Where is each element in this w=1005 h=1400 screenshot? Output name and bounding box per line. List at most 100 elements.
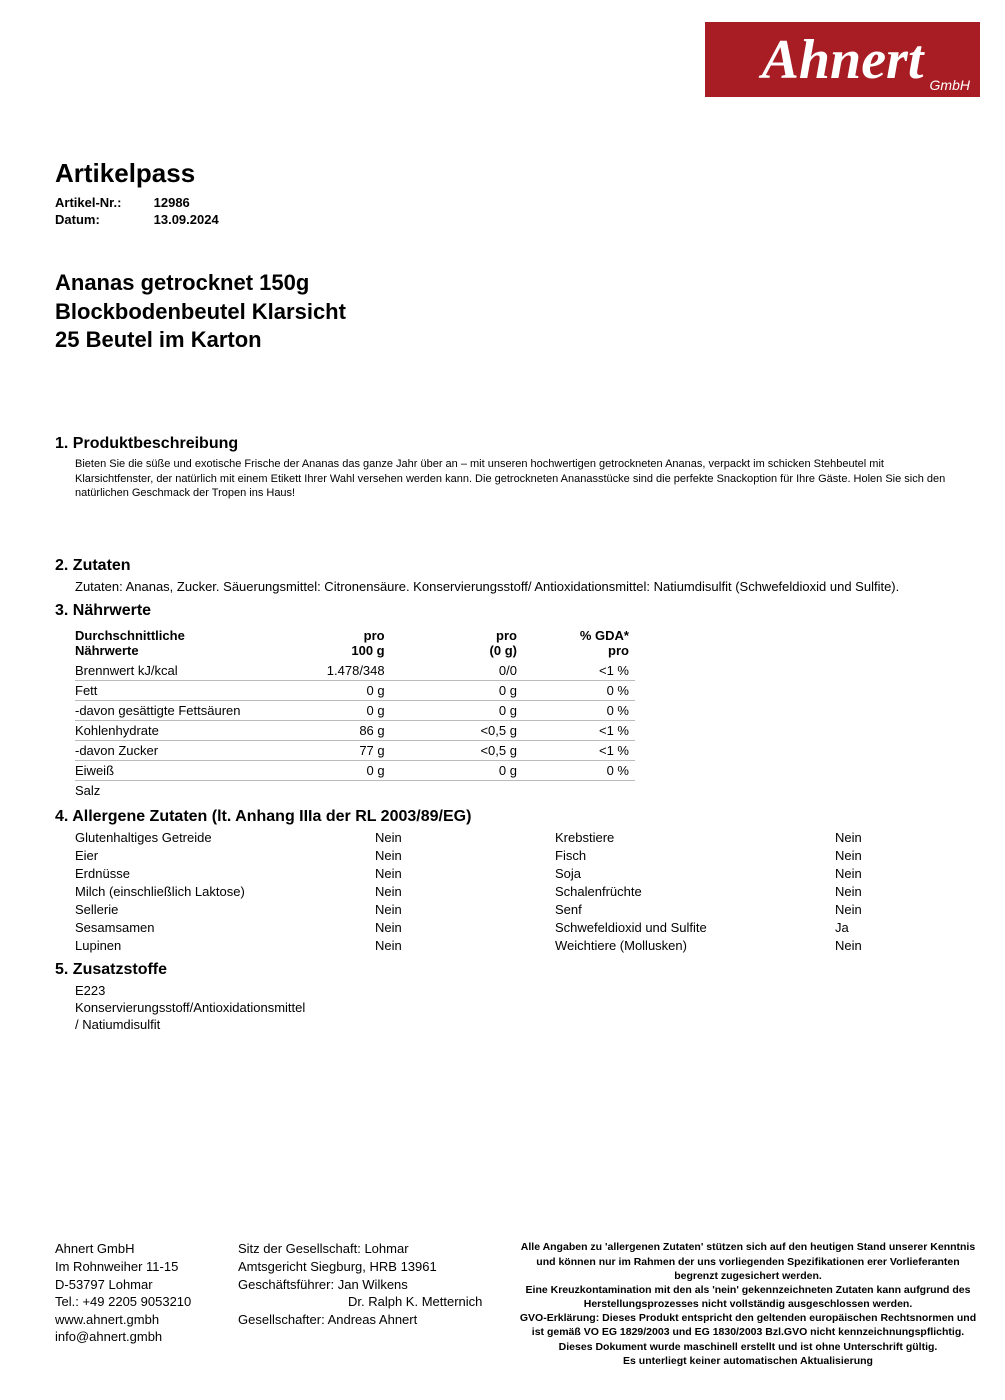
allergen-name-right: Soja bbox=[555, 866, 835, 881]
nutri-per0: <0,5 g bbox=[391, 721, 523, 741]
footer: Ahnert GmbH Im Rohnweiher 11-15 D-53797 … bbox=[55, 1240, 980, 1368]
footer-web: www.ahnert.gmbh bbox=[55, 1311, 220, 1329]
company-logo: Ahnert GmbH bbox=[705, 22, 980, 97]
product-line-1: Ananas getrocknet 150g bbox=[55, 269, 950, 298]
allergen-name-left: Eier bbox=[75, 848, 375, 863]
allergen-name-left: Sellerie bbox=[75, 902, 375, 917]
logo-brand: Ahnert bbox=[762, 32, 924, 88]
nutrition-row: Eiweiß0 g0 g0 % bbox=[75, 761, 635, 781]
nutri-name: Kohlenhydrate bbox=[75, 721, 289, 741]
disclaimer-5: Es unterliegt keiner automatischen Aktua… bbox=[516, 1354, 980, 1368]
product-line-3: 25 Beutel im Karton bbox=[55, 326, 950, 355]
allergen-spacer bbox=[495, 884, 555, 899]
allergen-value-left: Nein bbox=[375, 902, 495, 917]
disclaimer-2: Eine Kreuzkontamination mit den als 'nei… bbox=[516, 1283, 980, 1311]
allergen-spacer bbox=[495, 938, 555, 953]
article-no-value: 12986 bbox=[154, 195, 190, 210]
allergen-spacer bbox=[495, 866, 555, 881]
nutrition-row: Kohlenhydrate86 g<0,5 g<1 % bbox=[75, 721, 635, 741]
allergen-value-right: Nein bbox=[835, 866, 955, 881]
allergen-name-right: Fisch bbox=[555, 848, 835, 863]
nutri-per100: 86 g bbox=[289, 721, 391, 741]
footer-gesellschafter: Gesellschafter: Andreas Ahnert bbox=[238, 1311, 498, 1329]
allergen-table: Glutenhaltiges GetreideNeinKrebstiereNei… bbox=[75, 830, 950, 953]
footer-company-name: Ahnert GmbH bbox=[55, 1240, 220, 1258]
nutrition-row: Salz bbox=[75, 781, 635, 801]
nutrition-row: -davon gesättigte Fettsäuren0 g0 g0 % bbox=[75, 701, 635, 721]
nutri-gda: <1 % bbox=[523, 721, 635, 741]
nutri-gda: 0 % bbox=[523, 701, 635, 721]
allergen-name-right: Senf bbox=[555, 902, 835, 917]
footer-tel: Tel.: +49 2205 9053210 bbox=[55, 1293, 220, 1311]
footer-street: Im Rohnweiher 11-15 bbox=[55, 1258, 220, 1276]
nutri-per0: 0/0 bbox=[391, 661, 523, 681]
allergen-value-left: Nein bbox=[375, 866, 495, 881]
allergen-name-right: Weichtiere (Mollusken) bbox=[555, 938, 835, 953]
allergen-name-left: Lupinen bbox=[75, 938, 375, 953]
nutri-name: Brennwert kJ/kcal bbox=[75, 661, 289, 681]
nutri-name: Fett bbox=[75, 681, 289, 701]
nutrition-row: Fett0 g0 g0 % bbox=[75, 681, 635, 701]
section-2-heading: 2. Zutaten bbox=[55, 557, 950, 575]
nutri-gda: <1 % bbox=[523, 741, 635, 761]
additive-desc: Konservierungsstoff/Antioxidationsmittel… bbox=[75, 1000, 295, 1034]
footer-gf2: Dr. Ralph K. Metternich bbox=[238, 1293, 498, 1311]
nutri-gda bbox=[523, 781, 635, 801]
nutri-name: Salz bbox=[75, 781, 289, 801]
nutri-col3-a: pro bbox=[496, 628, 517, 643]
nutri-col4-b: pro bbox=[608, 643, 629, 658]
nutri-gda: 0 % bbox=[523, 681, 635, 701]
footer-register: Amtsgericht Siegburg, HRB 13961 bbox=[238, 1258, 498, 1276]
allergen-value-right: Nein bbox=[835, 848, 955, 863]
nutrition-row: -davon Zucker77 g<0,5 g<1 % bbox=[75, 741, 635, 761]
section-3-heading: 3. Nährwerte bbox=[55, 602, 950, 620]
section-5-heading: 5. Zusatzstoffe bbox=[55, 961, 950, 979]
disclaimer-3: GVO-Erklärung: Dieses Produkt entspricht… bbox=[516, 1311, 980, 1339]
nutri-col1-b: Nährwerte bbox=[75, 643, 139, 658]
section-1-heading: 1. Produktbeschreibung bbox=[55, 435, 950, 453]
allergen-value-right: Nein bbox=[835, 902, 955, 917]
document-title: Artikelpass bbox=[55, 158, 950, 189]
allergen-value-left: Nein bbox=[375, 830, 495, 845]
allergen-name-left: Milch (einschließlich Laktose) bbox=[75, 884, 375, 899]
nutri-per0: 0 g bbox=[391, 701, 523, 721]
footer-gf1: Geschäftsführer: Jan Wilkens bbox=[238, 1276, 498, 1294]
meta-date-row: Datum: 13.09.2024 bbox=[55, 212, 950, 227]
allergen-name-left: Glutenhaltiges Getreide bbox=[75, 830, 375, 845]
additive-code: E223 bbox=[75, 983, 295, 1000]
date-value: 13.09.2024 bbox=[154, 212, 219, 227]
allergen-value-right: Ja bbox=[835, 920, 955, 935]
ingredients-text: Zutaten: Ananas, Zucker. Säuerungsmittel… bbox=[75, 579, 950, 594]
allergen-spacer bbox=[495, 902, 555, 917]
nutri-col1-a: Durchschnittliche bbox=[75, 628, 185, 643]
nutri-per100: 0 g bbox=[289, 701, 391, 721]
date-label: Datum: bbox=[55, 212, 150, 227]
nutri-per100: 0 g bbox=[289, 681, 391, 701]
footer-city: D-53797 Lohmar bbox=[55, 1276, 220, 1294]
allergen-value-right: Nein bbox=[835, 938, 955, 953]
article-no-label: Artikel-Nr.: bbox=[55, 195, 150, 210]
nutri-per0 bbox=[391, 781, 523, 801]
allergen-value-right: Nein bbox=[835, 884, 955, 899]
product-title: Ananas getrocknet 150g Blockbodenbeutel … bbox=[55, 269, 950, 355]
product-line-2: Blockbodenbeutel Klarsicht bbox=[55, 298, 950, 327]
additives-block: E223 Konservierungsstoff/Antioxidationsm… bbox=[75, 983, 295, 1034]
allergen-name-right: Schwefeldioxid und Sulfite bbox=[555, 920, 835, 935]
nutri-col3-b: (0 g) bbox=[490, 643, 517, 658]
allergen-value-left: Nein bbox=[375, 938, 495, 953]
allergen-spacer bbox=[495, 848, 555, 863]
nutri-name: -davon Zucker bbox=[75, 741, 289, 761]
footer-legal: Sitz der Gesellschaft: Lohmar Amtsgerich… bbox=[238, 1240, 498, 1368]
nutri-per100: 1.478/348 bbox=[289, 661, 391, 681]
disclaimer-4: Dieses Dokument wurde maschinell erstell… bbox=[516, 1340, 980, 1354]
allergen-value-left: Nein bbox=[375, 848, 495, 863]
nutri-gda: 0 % bbox=[523, 761, 635, 781]
nutri-per0: <0,5 g bbox=[391, 741, 523, 761]
footer-email: info@ahnert.gmbh bbox=[55, 1328, 220, 1346]
allergen-value-left: Nein bbox=[375, 920, 495, 935]
nutri-col2-a: pro bbox=[364, 628, 385, 643]
allergen-name-right: Krebstiere bbox=[555, 830, 835, 845]
nutri-per100 bbox=[289, 781, 391, 801]
allergen-name-left: Erdnüsse bbox=[75, 866, 375, 881]
nutri-col4-a: % GDA* bbox=[580, 628, 629, 643]
